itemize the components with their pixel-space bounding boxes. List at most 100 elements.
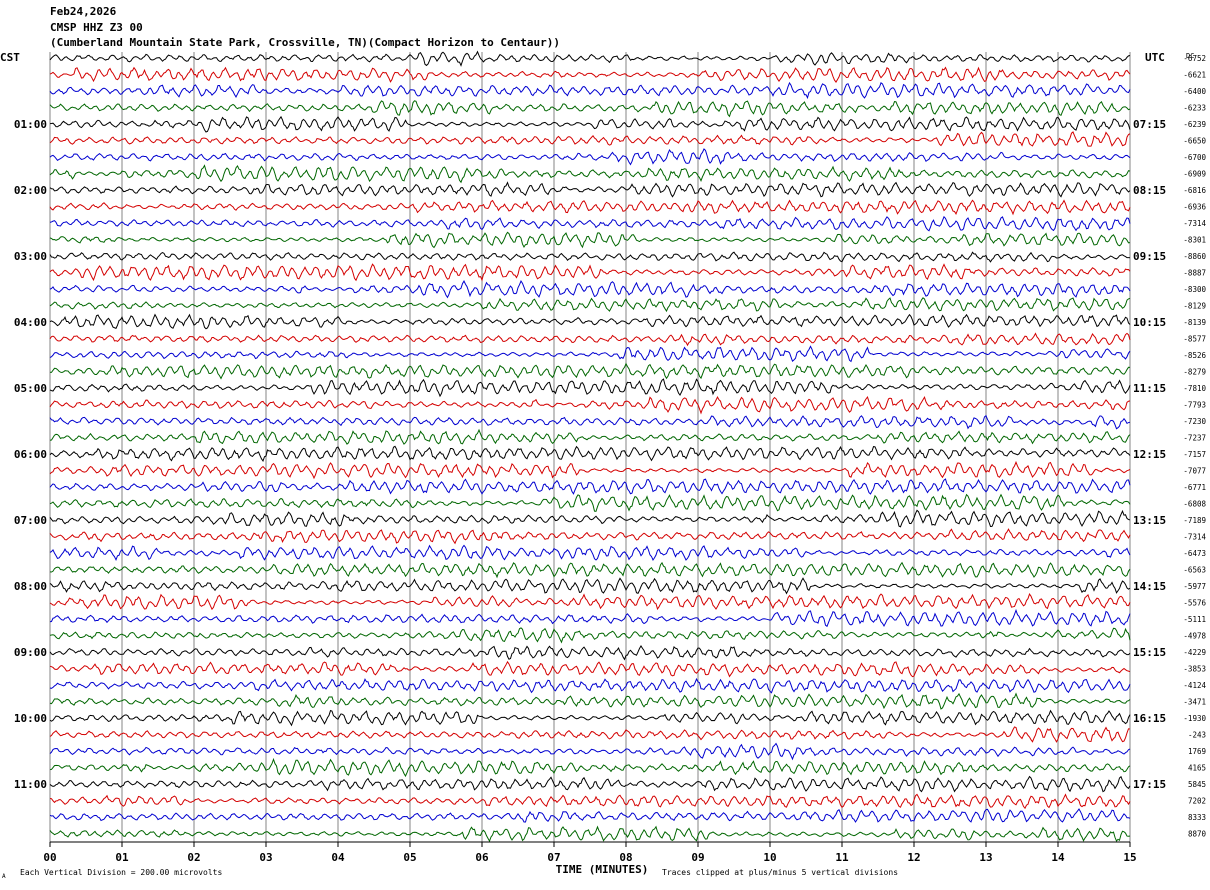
cst-hour-label: 09:00 (14, 646, 47, 659)
dc-offset-label: -3853 (1183, 665, 1206, 674)
utc-hour-label: 13:15 (1133, 514, 1166, 527)
trace-row-6 (49, 131, 1131, 147)
trace-row-18 (49, 332, 1131, 347)
trace-row-26 (49, 460, 1131, 480)
cst-hour-label: 11:00 (14, 778, 47, 791)
x-tick-label: 00 (43, 851, 56, 864)
dc-offset-label: -7230 (1183, 417, 1206, 426)
cst-hour-label: 06:00 (14, 448, 47, 461)
header-date: Feb24,2026 (50, 5, 117, 18)
x-tick-label: 13 (979, 851, 992, 864)
cst-hour-label: 01:00 (14, 118, 47, 131)
trace-row-31 (49, 544, 1131, 562)
dc-offset-label: -7157 (1183, 450, 1206, 459)
trace-row-5 (49, 115, 1131, 133)
trace-row-21 (49, 378, 1131, 398)
dc-offset-label: -8577 (1183, 335, 1206, 344)
trace-row-1 (49, 50, 1131, 67)
cst-hour-label: 03:00 (14, 250, 47, 263)
utc-hour-label: 09:15 (1133, 250, 1166, 263)
trace-row-8 (49, 164, 1131, 184)
trace-row-12 (49, 231, 1131, 249)
trace-row-23 (49, 414, 1131, 430)
dc-offset-label: -7189 (1183, 516, 1206, 525)
x-tick-label: 12 (907, 851, 920, 864)
x-tick-label: 07 (547, 851, 560, 864)
right-hour-labels: 07:15 08:15 09:15 10:15 11:15 12:15 13:15 14:15… (1133, 118, 1166, 791)
trace-row-33 (49, 577, 1131, 595)
cst-hour-label: 07:00 (14, 514, 47, 527)
dc-offset-label: 4165 (1188, 764, 1206, 773)
dc-offset-label: 5845 (1188, 780, 1206, 789)
utc-hour-label: 10:15 (1133, 316, 1166, 329)
right-axis-title: UTC (1145, 51, 1165, 64)
utc-hour-label: 17:15 (1133, 778, 1166, 791)
trace-row-32 (49, 561, 1131, 579)
footer-scale-note: Each Vertical Division = 200.00 microvol… (20, 868, 222, 877)
x-tick-label: 14 (1051, 851, 1065, 864)
trace-row-47 (49, 808, 1131, 823)
cst-hour-label: 05:00 (14, 382, 47, 395)
utc-hour-label: 07:15 (1133, 118, 1166, 131)
header-station: CMSP HHZ Z3 00 (50, 21, 143, 34)
dc-offset-label: -7077 (1183, 467, 1206, 476)
x-tick-label: 04 (331, 851, 345, 864)
dc-offset-label: -6650 (1183, 137, 1206, 146)
dc-offset-label: -4229 (1183, 648, 1206, 657)
trace-row-43 (49, 742, 1131, 761)
trace-row-7 (49, 148, 1131, 166)
dc-offset-label: -5977 (1183, 582, 1206, 591)
left-axis-title: CST (0, 51, 20, 64)
trace-row-24 (49, 428, 1131, 445)
dc-offset-label: 8870 (1188, 830, 1207, 839)
dc-offset-label: -6816 (1183, 186, 1206, 195)
trace-row-2 (49, 66, 1131, 83)
cst-hour-label: 08:00 (14, 580, 47, 593)
trace-row-9 (49, 181, 1131, 198)
trace-row-36 (49, 627, 1131, 644)
cst-hour-label: 02:00 (14, 184, 47, 197)
trace-row-25 (49, 445, 1131, 462)
trace-row-14 (49, 263, 1131, 282)
utc-hour-label: 11:15 (1133, 382, 1166, 395)
trace-row-29 (49, 509, 1131, 528)
trace-row-39 (49, 677, 1131, 694)
dc-offset-label: -1930 (1183, 714, 1206, 723)
trace-row-37 (49, 644, 1131, 661)
trace-row-4 (49, 100, 1131, 118)
dc-offset-label: -7237 (1183, 434, 1206, 443)
dc-offset-label: -8860 (1183, 252, 1206, 261)
utc-hour-label: 16:15 (1133, 712, 1166, 725)
dc-offset-label: -4978 (1183, 632, 1206, 641)
dc-offset-label: -6473 (1183, 549, 1206, 558)
trace-row-34 (49, 593, 1131, 611)
corner-mark: A (2, 873, 6, 880)
header-location: (Cumberland Mountain State Park, Crossvi… (50, 36, 560, 49)
footer-clip-note: Traces clipped at plus/minus 5 vertical … (662, 868, 898, 877)
trace-row-13 (49, 251, 1131, 263)
dc-offset-label: -4124 (1183, 681, 1206, 690)
utc-hour-label: 14:15 (1133, 580, 1166, 593)
trace-row-44 (49, 757, 1131, 778)
trace-row-42 (49, 726, 1131, 743)
time-gridlines (49, 52, 1131, 842)
x-tick-label: 03 (259, 851, 272, 864)
utc-hour-label: 08:15 (1133, 184, 1166, 197)
dc-offset-label: -7314 (1183, 533, 1206, 542)
trace-row-10 (49, 199, 1131, 216)
trace-row-11 (49, 215, 1131, 232)
dc-offset-label: -8887 (1183, 269, 1206, 278)
trace-row-38 (49, 660, 1131, 678)
x-tick-label: 05 (403, 851, 416, 864)
utc-hour-label: 12:15 (1133, 448, 1166, 461)
x-tick-label: 01 (115, 851, 129, 864)
trace-row-35 (49, 608, 1131, 628)
dc-offset-label: -6700 (1183, 153, 1206, 162)
utc-hour-label: 15:15 (1133, 646, 1166, 659)
dc-offset-label: -6808 (1183, 500, 1206, 509)
left-hour-labels: 01:00 02:00 03:00 04:00 05:00 06:00 07:00 08:00… (14, 118, 47, 791)
trace-row-46 (49, 793, 1131, 810)
trace-row-45 (49, 775, 1131, 793)
dc-offset-label: -6771 (1183, 483, 1206, 492)
